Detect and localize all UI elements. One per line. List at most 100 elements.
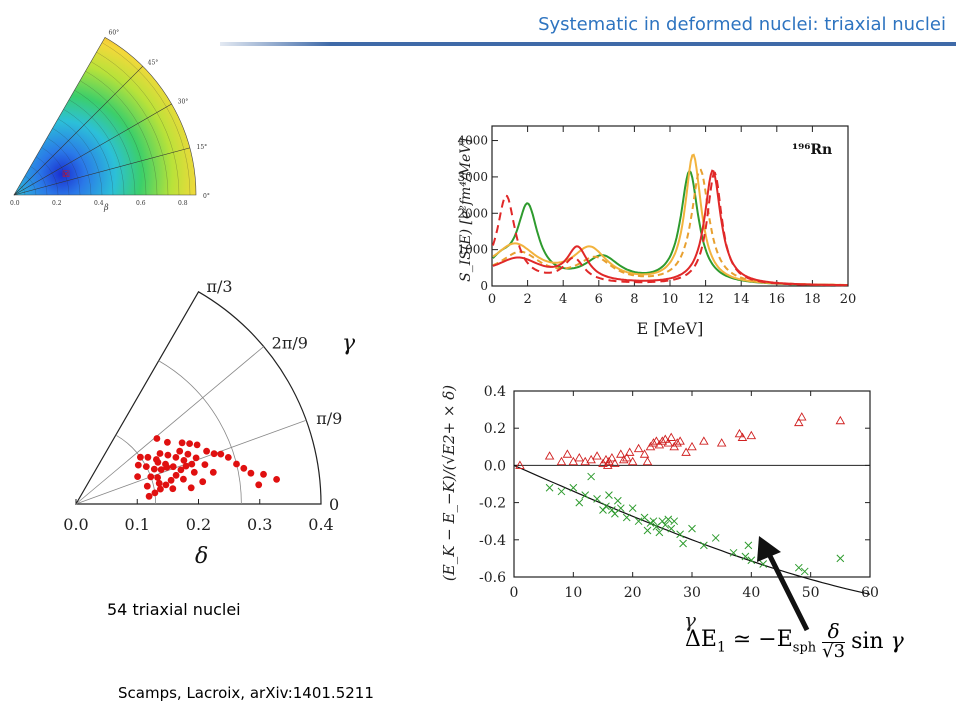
strength-y-axis-label: S_IS(E) [e²fm⁴/MeV]	[458, 138, 474, 282]
nucleus-point	[164, 451, 172, 459]
x-tick-label: 50	[802, 585, 820, 601]
beta-tick: 0.2	[52, 200, 62, 207]
triangle-point	[716, 438, 727, 447]
nucleus-point	[199, 478, 207, 486]
nucleus-point	[153, 456, 160, 463]
angular-tick-label: 2π/9	[272, 334, 308, 353]
gamma-spoke	[13, 103, 172, 196]
triangle-point	[699, 436, 709, 445]
triangle-point	[835, 415, 846, 425]
triangle-point	[666, 432, 677, 441]
triangle-point	[592, 451, 602, 460]
angle-label: 60°	[109, 29, 120, 36]
cross-point	[679, 539, 687, 548]
model-curve	[513, 464, 871, 595]
nucleus-point	[157, 466, 165, 473]
title-rule	[220, 42, 956, 46]
radial-tick-label: 0.0	[63, 515, 88, 534]
nucleus-point	[151, 489, 159, 497]
triangle-point	[737, 432, 748, 441]
nucleus-point	[240, 464, 248, 472]
beta-tick: 0.4	[94, 200, 104, 207]
nucleus-label: ¹⁹⁶Rn	[792, 142, 832, 158]
x-tick-label: 20	[840, 292, 857, 307]
cross-point	[661, 521, 670, 529]
triangle-point	[639, 449, 650, 458]
nucleus-point	[203, 447, 211, 455]
strength-series-line-0	[492, 169, 848, 287]
cross-point	[747, 556, 756, 565]
formula-lhs: ΔE1 ≃ −Esph	[685, 626, 817, 656]
x-tick-label: 60	[861, 585, 879, 601]
triangle-point	[681, 447, 691, 456]
triangle-point	[796, 412, 807, 421]
triangle-point	[556, 456, 567, 466]
splitting-x-axis-label: γ	[684, 608, 696, 632]
cross-point	[664, 515, 673, 524]
cross-point	[794, 563, 803, 572]
nucleus-point	[163, 463, 171, 471]
cross-point	[643, 526, 652, 535]
nucleus-point	[137, 453, 144, 461]
cross-point	[741, 552, 750, 561]
nucleus-point	[142, 463, 150, 470]
angular-tick-label: π/3	[207, 280, 233, 296]
cross-point	[587, 472, 595, 481]
polar-frame	[74, 291, 322, 505]
polar-arc	[158, 360, 242, 505]
radial-tick-label: 0.3	[247, 515, 272, 534]
cross-point	[655, 528, 664, 537]
radial-tick-label: 0.2	[186, 515, 211, 534]
slide-title: Systematic in deformed nuclei: triaxial …	[538, 14, 946, 35]
triangle-point	[607, 453, 617, 462]
angle-label: 45°	[148, 59, 159, 66]
triangle-point	[648, 438, 659, 447]
nucleus-point	[178, 439, 186, 447]
nucleus-point	[210, 450, 218, 458]
nuclei-count: 54 triaxial nuclei	[107, 600, 241, 619]
cross-point	[658, 517, 667, 526]
cross-point	[608, 506, 616, 514]
nucleus-point	[217, 450, 225, 458]
nucleus-point	[255, 481, 263, 489]
formula: ΔE1 ≃ −Esph δ √3 sin γ	[685, 612, 940, 670]
cross-point	[622, 513, 631, 522]
x-tick-label: 10	[564, 585, 582, 601]
radial-tick-label: 0.4	[308, 515, 333, 534]
y-tick-label: 0	[480, 279, 488, 293]
nucleus-point	[147, 473, 155, 481]
x-tick-label: 40	[742, 585, 760, 601]
x-tick-label: 10	[662, 292, 679, 307]
nucleus-point	[172, 471, 180, 479]
nucleus-point	[162, 481, 170, 489]
cross-point	[729, 548, 738, 557]
triangle-point	[544, 451, 555, 460]
x-tick-label: 20	[624, 585, 642, 601]
cross-point	[593, 495, 601, 503]
cross-point	[569, 483, 578, 492]
nucleus-point	[233, 460, 240, 468]
y-tick-label: -0.6	[479, 570, 506, 586]
radial-tick-label: 0.1	[125, 515, 150, 534]
nucleus-point	[172, 454, 180, 461]
energy-surface-wedge	[13, 36, 197, 196]
polar-triaxial-chart: 0.0 0.1 0.2 0.3 0.40 π/9 2π/9 π/3 γ δ	[63, 280, 355, 569]
triangle-point	[746, 430, 757, 440]
triangle-point	[616, 449, 626, 458]
gamma-spoke	[13, 66, 143, 196]
cross-point	[670, 517, 679, 526]
cross-point	[700, 541, 708, 550]
nucleus-point	[169, 463, 177, 471]
cross-point	[613, 496, 622, 505]
angular-tick-label: π/9	[316, 409, 342, 428]
nucleus-point	[153, 435, 161, 442]
nucleus-point	[247, 469, 255, 477]
y-tick-label: 0.4	[484, 384, 506, 400]
polar-spoke	[75, 346, 264, 505]
y-tick-label: 0.2	[484, 421, 506, 437]
cross-point	[616, 504, 625, 513]
nucleus-point	[169, 485, 177, 493]
triangle-point	[663, 438, 674, 447]
cross-point	[759, 560, 768, 568]
nucleus-point	[143, 482, 151, 490]
